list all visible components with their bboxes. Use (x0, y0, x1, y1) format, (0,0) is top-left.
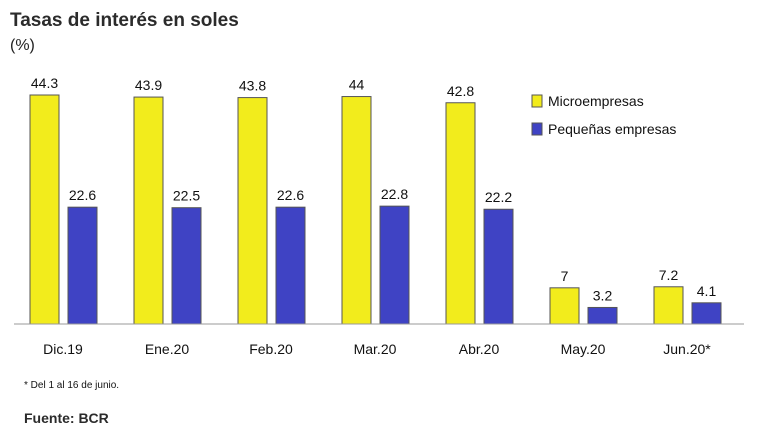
value-label-micro-5: 7 (561, 268, 569, 284)
bar-pequenas-1 (171, 207, 202, 325)
bar-micro-2 (237, 97, 268, 325)
value-label-pequenas-3: 22.8 (381, 186, 408, 202)
legend-label-1: Pequeñas empresas (548, 121, 676, 137)
x-tick-label-2: Feb.20 (249, 341, 293, 357)
bar-micro-3 (341, 96, 372, 325)
unit-label: (%) (10, 37, 35, 54)
value-label-pequenas-5: 3.2 (593, 287, 613, 303)
value-label-micro-0: 44.3 (31, 75, 58, 91)
bar-micro-4 (445, 102, 476, 325)
x-tick-label-1: Ene.20 (145, 341, 190, 357)
chart-title: Tasas de interés en soles (10, 10, 239, 31)
x-tick-label-0: Dic.19 (43, 341, 83, 357)
value-label-micro-1: 43.9 (135, 77, 162, 93)
bar-micro-1 (133, 96, 164, 325)
legend-label-0: Microempresas (548, 93, 644, 109)
value-label-micro-6: 7.2 (659, 267, 679, 283)
bar-micro-0 (29, 94, 60, 325)
value-label-pequenas-0: 22.6 (69, 187, 96, 203)
value-label-micro-4: 42.8 (447, 83, 474, 99)
value-label-pequenas-1: 22.5 (173, 188, 200, 204)
bar-pequenas-0 (67, 206, 98, 325)
bar-pequenas-4 (483, 208, 514, 325)
bar-pequenas-2 (275, 206, 306, 325)
value-label-pequenas-6: 4.1 (697, 283, 717, 299)
bar-pequenas-5 (587, 306, 618, 325)
bar-micro-6 (653, 286, 684, 325)
x-axis-ticks: Dic.19 Ene.20 Feb.20 Mar.20 Abr.20 May.20 Jun.… (43, 341, 711, 357)
bar-pequenas-6 (691, 302, 722, 325)
x-tick-label-3: Mar.20 (354, 341, 397, 357)
value-label-pequenas-2: 22.6 (277, 187, 304, 203)
value-label-micro-2: 43.8 (239, 78, 266, 94)
bar-micro-5 (549, 287, 580, 325)
value-label-pequenas-4: 22.2 (485, 189, 512, 205)
legend: Microempresas Pequeñas empresas (531, 93, 676, 137)
bar-pequenas-3 (379, 205, 410, 325)
bars: 44.3 22.6 43.9 22.5 43.8 22.6 44 22.8 42.8 22.2 7 3… (29, 75, 722, 325)
x-tick-label-6: Jun.20* (663, 341, 711, 357)
legend-swatch-0 (531, 94, 543, 108)
footnote: * Del 1 al 16 de junio. (24, 380, 119, 391)
source-label: Fuente: BCR (24, 410, 109, 426)
x-tick-label-4: Abr.20 (459, 341, 500, 357)
x-tick-label-5: May.20 (561, 341, 606, 357)
value-label-micro-3: 44 (349, 77, 365, 93)
legend-swatch-1 (531, 122, 543, 136)
